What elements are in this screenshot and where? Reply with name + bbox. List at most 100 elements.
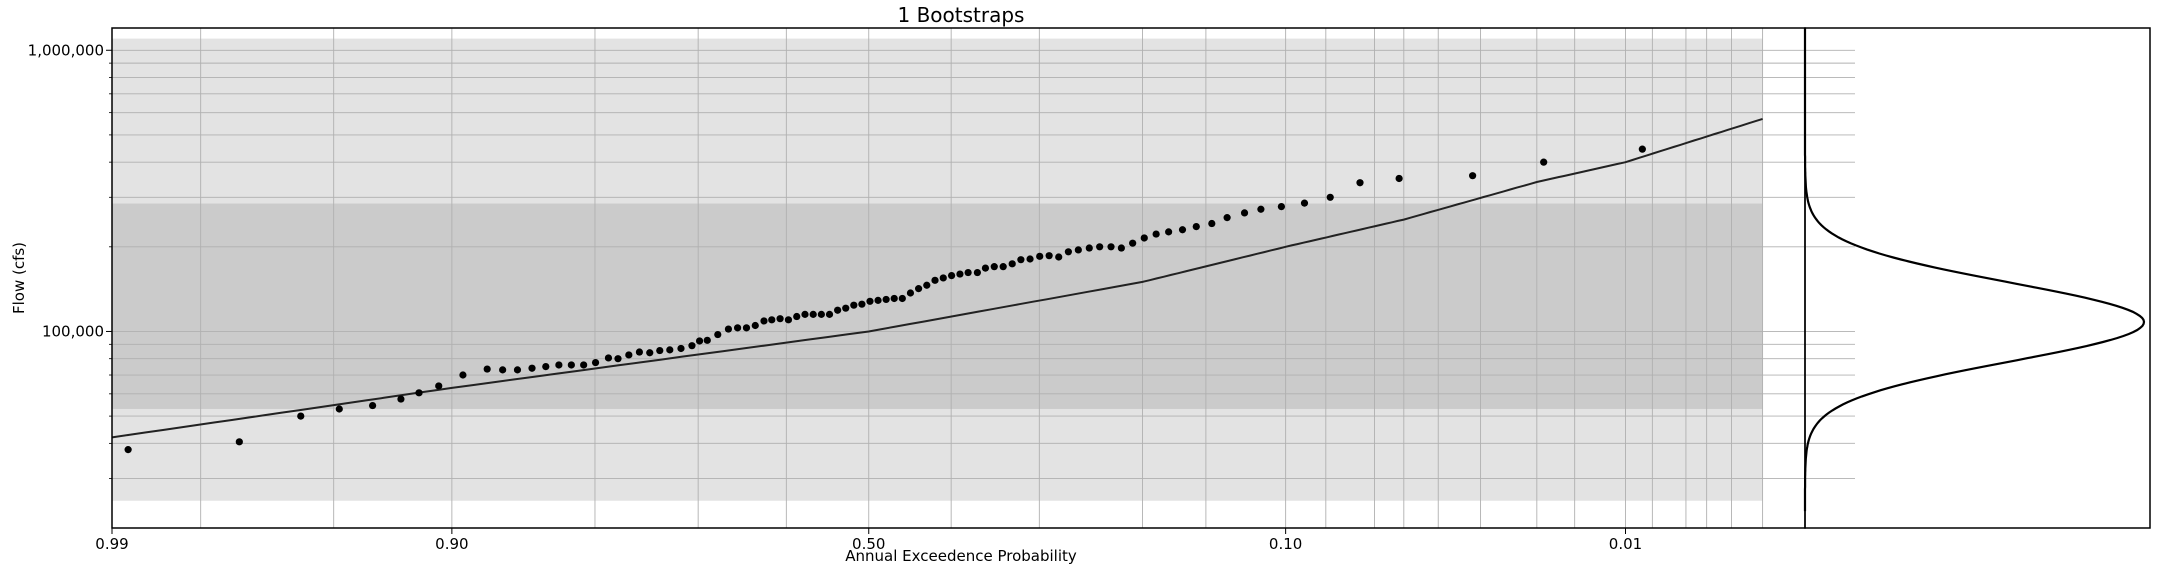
data-point [415,389,423,397]
data-point [1064,248,1072,256]
data-point [760,317,768,325]
data-point [874,296,882,304]
data-point [947,271,956,280]
data-point [1055,253,1063,261]
data-point [614,355,622,363]
data-point [1540,158,1548,166]
data-point [999,263,1007,271]
data-point [1117,244,1125,252]
data-point [939,274,947,282]
data-point [235,438,243,446]
data-point [866,297,874,305]
data-point [1140,234,1148,242]
data-point [695,337,704,345]
main-plot: 0.99 0.90 0.50 0.10 0.01 100,000 1,000,000 1 … [10,3,1855,565]
data-point [591,358,600,367]
y-tick-layer: 100,000 1,000,000 [28,41,112,479]
x-tick-label: 0.99 [95,535,128,553]
data-point [1395,174,1403,183]
data-point [850,301,858,309]
data-point [1026,255,1034,263]
grid-layer [112,28,1855,528]
data-point [834,306,842,314]
data-point [604,354,613,362]
data-point [528,364,536,372]
data-point [1008,260,1016,268]
data-point [542,362,550,371]
data-point [1096,243,1104,251]
data-point [459,371,467,379]
fitted-curve-layer [111,117,1763,439]
data-point [703,336,711,344]
x-tick-layer: 0.99 0.90 0.50 0.10 0.01 [95,528,1642,553]
points-layer [124,145,1646,454]
data-point [1223,214,1231,222]
data-point [555,361,563,369]
data-point [666,346,674,354]
data-point [714,330,722,339]
data-point [768,316,776,324]
y-tick-label: 1,000,000 [28,41,104,59]
data-point [842,304,850,312]
data-point [890,294,898,303]
data-point [368,401,377,410]
data-point [677,344,685,353]
data-point [1356,179,1364,187]
data-point [733,324,742,332]
x-tick-label: 0.01 [1609,535,1642,553]
data-point [923,281,931,289]
data-point [1107,243,1115,251]
data-point [1085,244,1093,252]
data-point [1192,222,1200,231]
data-point [724,325,733,333]
data-point [1165,228,1173,236]
data-point [825,310,834,318]
data-point [817,310,825,318]
data-point [990,263,998,271]
data-point [1469,172,1477,180]
density-curve [1803,28,2146,512]
x-axis-label: Annual Exceedence Probability [845,547,1077,565]
data-point [625,351,633,359]
x-tick-label: 0.50 [852,535,885,553]
chart-title: 1 Bootstraps [898,3,1025,27]
data-point [801,310,809,318]
data-point [513,366,522,374]
data-point [964,268,972,277]
data-point [1257,205,1265,213]
data-point [124,446,132,454]
data-point [973,268,981,277]
data-point [297,412,305,420]
data-point [335,405,343,413]
data-point [751,321,759,330]
data-point [1277,202,1286,211]
data-point [1638,145,1646,153]
data-point [567,361,575,369]
data-point [656,346,664,355]
data-point [931,276,939,284]
data-point [956,270,964,278]
data-point [1129,239,1137,247]
data-point [742,324,751,332]
fitted-curve [111,117,1763,439]
data-point [793,312,801,321]
data-point [499,366,507,374]
data-point [1152,230,1160,238]
data-point [688,342,696,350]
data-point [906,289,915,297]
data-point [898,294,906,303]
density-plot-frame [1804,27,2151,529]
data-point [397,395,405,403]
data-point [1045,252,1053,260]
x-tick-label: 0.10 [1269,535,1302,553]
data-point [1178,226,1187,234]
data-point [1017,256,1025,264]
data-point [1074,246,1082,254]
data-point [580,361,588,369]
data-point [915,285,923,293]
data-point [1240,209,1249,217]
data-point [776,315,784,323]
data-point [784,316,793,324]
data-point [809,310,817,318]
